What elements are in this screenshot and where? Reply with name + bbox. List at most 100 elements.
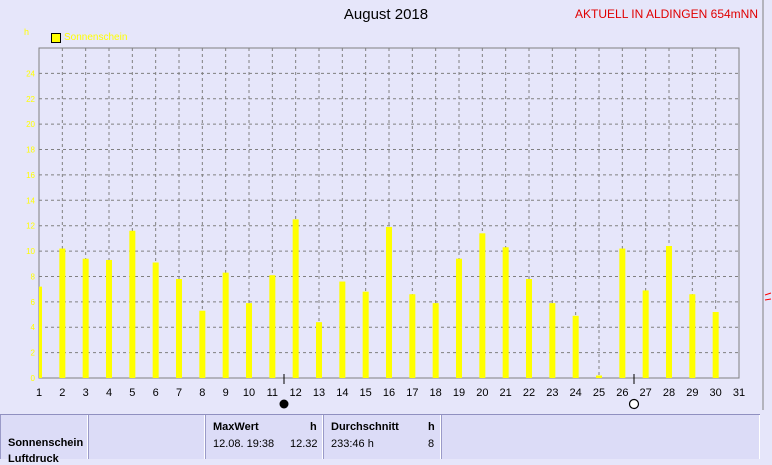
bar (199, 310, 206, 378)
bar (152, 262, 159, 378)
bar (269, 275, 276, 378)
x-tick-label: 19 (453, 387, 465, 399)
x-tick-label: 22 (523, 387, 535, 399)
x-tick-label: 31 (733, 387, 745, 399)
bar (362, 291, 369, 378)
x-tick-label: 20 (476, 387, 488, 399)
x-tick-label: 4 (106, 387, 112, 399)
bar (176, 279, 182, 378)
bar (246, 303, 252, 378)
x-tick-label: 15 (360, 387, 372, 399)
max-date: 12.08. 19:38 (213, 438, 275, 450)
bar (572, 315, 579, 378)
x-tick-label: 30 (710, 387, 722, 399)
full-moon-icon (628, 398, 640, 410)
x-tick-label: 24 (570, 387, 582, 399)
y-tick-label: 8 (31, 272, 36, 281)
x-tick-label: 11 (267, 387, 278, 399)
bar (409, 294, 416, 378)
y-axis-unit: h (24, 27, 30, 37)
bar (59, 248, 66, 378)
y-tick-label: 14 (26, 196, 35, 205)
stats-empty-cell (441, 415, 760, 459)
stats-row-label-2: Luftdruck (8, 453, 59, 465)
bar (526, 279, 532, 378)
x-tick-label: 25 (593, 387, 605, 399)
x-tick-label: 9 (223, 387, 229, 399)
x-tick-label: 10 (243, 387, 255, 399)
avg-header: Durchschnitt (331, 421, 399, 433)
x-tick-label: 16 (383, 387, 395, 399)
bar (292, 219, 299, 378)
avg-total: 233:46 h (331, 438, 374, 450)
y-tick-label: 16 (26, 171, 35, 180)
bar (129, 230, 136, 378)
max-header: MaxWert (213, 421, 259, 433)
station-label: AKTUELL IN ALDINGEN 654mNN (575, 7, 758, 21)
right-axis-marks (764, 292, 772, 301)
stats-max-cell: MaxWert h 12.08. 19:38 12.32 (205, 415, 323, 459)
x-tick-label: 2 (59, 387, 65, 399)
x-tick-label: 5 (129, 387, 135, 399)
bar (316, 322, 322, 378)
stats-row-label-cell: Sonnenschein Luftdruck (0, 415, 88, 465)
bars (39, 219, 719, 378)
stats-avg-cell: Durchschnitt h 233:46 h 8 (323, 415, 441, 459)
x-tick-label: 8 (199, 387, 205, 399)
x-tick-label: 17 (406, 387, 418, 399)
right-axis-decoration (762, 0, 772, 410)
bar (456, 258, 462, 378)
bar (432, 303, 439, 378)
x-tick-label: 14 (336, 387, 348, 399)
x-tick-labels: 1 2 3 4 5 6 7 8 9 10 11 12 13 14 15 16 17 18 19 20 21 22 23 24 2… (36, 387, 745, 399)
y-tick-label: 22 (26, 95, 35, 104)
legend-swatch (51, 33, 61, 43)
x-tick-label: 7 (176, 387, 182, 399)
bar (502, 247, 509, 378)
avg-value: 8 (428, 438, 435, 450)
bar (689, 294, 696, 378)
stats-table: Sonnenschein Luftdruck MaxWert h 12.08. … (0, 414, 760, 465)
y-tick-label: 18 (26, 146, 35, 155)
bar (222, 272, 229, 378)
bar (82, 258, 89, 378)
bar (642, 290, 649, 378)
y-tick-label: 10 (26, 247, 35, 256)
y-tick-label: 2 (31, 349, 36, 358)
x-tick-label: 26 (616, 387, 628, 399)
chart-title: August 2018 (343, 6, 429, 23)
x-tick-label: 18 (430, 387, 442, 399)
x-tick-label: 1 (36, 387, 42, 399)
y-tick-label: 6 (31, 298, 36, 307)
bar (549, 303, 556, 378)
y-tick-label: 12 (26, 222, 35, 231)
moon-phases (279, 374, 640, 410)
x-tick-label: 27 (640, 387, 652, 399)
x-tick-label: 21 (500, 387, 512, 399)
y-tick-label: 24 (26, 69, 35, 78)
bar (339, 281, 346, 378)
x-tick-label: 29 (686, 387, 698, 399)
x-tick-label: 28 (663, 387, 675, 399)
bar (666, 246, 672, 378)
avg-unit: h (428, 421, 435, 433)
y-tick-label: 20 (26, 120, 35, 129)
bar (619, 248, 626, 378)
y-tick-label: 0 (31, 374, 36, 383)
x-tick-label: 23 (546, 387, 558, 399)
bar (386, 226, 392, 378)
x-tick-label: 13 (313, 387, 325, 399)
x-tick-label: 12 (290, 387, 302, 399)
max-unit: h (310, 421, 317, 433)
bar (712, 312, 719, 378)
x-tick-label: 6 (153, 387, 159, 399)
y-tick-label: 4 (31, 323, 36, 332)
max-value: 12.32 (290, 438, 318, 450)
new-moon-icon (279, 399, 289, 409)
bar (106, 259, 112, 378)
x-tick-label: 3 (83, 387, 89, 399)
stats-row-label: Sonnenschein (8, 437, 84, 449)
stats-blank-cell (88, 415, 205, 459)
